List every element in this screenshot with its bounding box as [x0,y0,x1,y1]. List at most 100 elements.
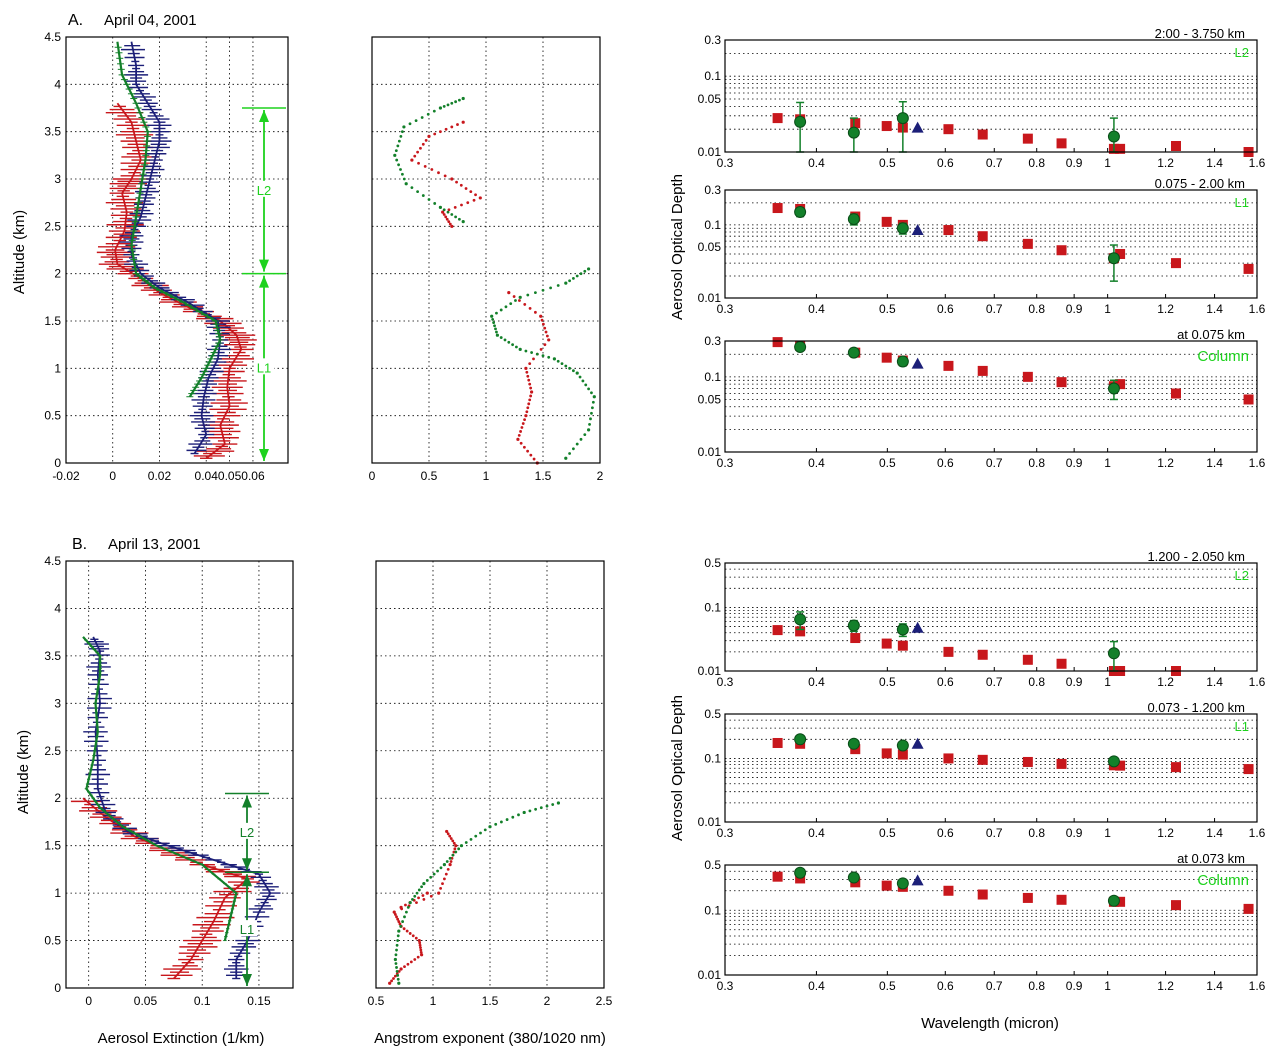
data-marker-square [1056,894,1067,905]
data-point [401,920,404,923]
data-point [432,872,436,876]
data-point [461,120,465,124]
data-point [439,886,442,890]
data-point [417,888,421,892]
data-point [446,210,450,214]
data-marker-square [881,121,892,132]
data-point [415,891,419,895]
data-point [425,891,429,895]
data-marker-square [943,124,954,135]
label-backdrop [254,358,274,375]
data-point [575,442,579,446]
data-point [575,274,579,278]
data-point [488,825,492,829]
plot-frame [371,36,601,464]
data-point [404,182,408,186]
y-tick-label: 3.5 [44,649,61,663]
data-point [405,929,409,933]
data-marker-square [1022,133,1033,144]
data-point [402,125,406,129]
series-red-square [772,113,1254,157]
x-tick-label: 0.7 [986,826,1003,840]
data-point [399,168,402,171]
data-point [590,411,593,415]
data-point [399,135,403,138]
plot-frame [65,560,294,989]
data-point [394,962,398,965]
data-point [408,122,412,126]
B-aod-L1-chart: 0.3 0.4 0.5 0.6 0.7 0.8 0.9 1 1.2 1.4 1.6 0.5 0.1 0.0… [698,700,1266,840]
data-point [417,161,420,165]
B-extinction-chart: 0 0.05 0.1 0.15 0 0.5 1 1.5 2 2.5 3 3.5 4 4.5 L2 L1 [44,554,294,1008]
data-point [441,882,444,886]
series-green-circle [794,340,1120,401]
data-point [515,345,518,349]
data-point [396,934,400,938]
data-point [495,333,499,337]
data-point [399,905,403,909]
y-tick-label: 2 [54,267,61,281]
series-green [114,41,224,398]
data-point [413,154,417,158]
data-point [514,299,517,302]
x-tick-label: 1.5 [482,994,499,1008]
B-aod-L2-chart: 0.3 0.4 0.5 0.6 0.7 0.8 0.9 1 1.2 1.4 1.6 0.5 0.1 0.0… [698,549,1266,689]
data-point [396,973,400,977]
arrow-up-icon [242,874,252,887]
data-marker-square [772,871,783,882]
data-marker-circle [896,222,909,235]
data-point [437,171,440,175]
data-point [419,146,422,150]
altitude-label-b: Altitude (km) [15,730,32,814]
y-tick-label: 0.1 [704,370,721,384]
data-point [541,322,545,326]
data-point [458,98,461,102]
data-point [397,139,401,143]
y-tick-label: 0 [54,456,61,470]
series-navy-triangle [911,224,924,236]
data-point [541,354,545,358]
data-point [522,445,526,449]
data-point [393,957,397,962]
data-marker-square [943,646,954,657]
data-point [418,943,422,947]
data-point [543,326,547,330]
x-tick-label: 1 [1104,156,1111,170]
data-marker-square [977,649,988,660]
x-tick-label: 0.7 [986,156,1003,170]
data-point [402,177,406,181]
panel-a-label: A. [68,12,83,29]
x-tick-label: 0.4 [808,675,825,689]
data-point [444,872,448,876]
data-point [503,338,507,342]
x-tick-label: 0.5 [368,994,385,1008]
data-point [519,430,522,433]
data-point [572,369,575,373]
data-point [410,186,414,190]
data-marker-square [772,625,783,636]
data-point [438,106,442,110]
arrow-down-icon [259,449,269,461]
B-aod-column-chart: 0.3 0.4 0.5 0.6 0.7 0.8 0.9 1 1.2 1.4 1.6 0.5 0.1 0.0… [698,851,1266,993]
y-tick-label: 0.3 [704,33,721,47]
data-marker-square [1115,143,1126,154]
data-marker-circle [1107,647,1120,660]
data-point [568,279,571,283]
y-tick-label: 0.5 [44,409,61,423]
x-tick-label: 0.3 [717,826,734,840]
series-red [388,829,458,985]
y-tick-label: 2.5 [44,744,61,758]
data-point [478,196,482,200]
series-green-circle [794,206,1120,282]
data-point [539,348,543,351]
data-point [479,831,482,835]
data-point [464,841,468,844]
data-point [451,853,455,857]
y-tick-label: 0.3 [704,183,721,197]
y-tick-label: 2 [54,791,61,805]
data-point [532,457,536,461]
x-tick-label: 0.7 [986,456,1003,470]
data-point [420,116,424,119]
data-marker-circle [1107,382,1120,395]
plot-frame [724,864,1258,976]
